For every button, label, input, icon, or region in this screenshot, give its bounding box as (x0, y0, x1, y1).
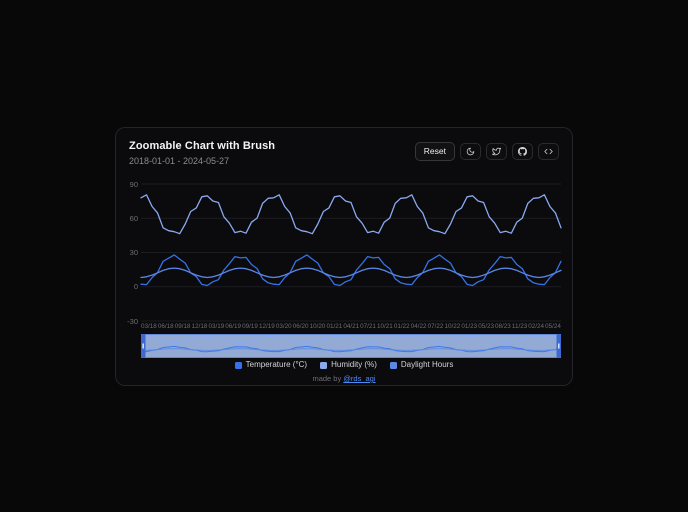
attribution-text: made by (312, 374, 344, 383)
y-axis-tick: 30 (129, 248, 138, 257)
legend-item: Humidity (%) (320, 361, 377, 369)
x-axis-tick: 01/22 (393, 323, 410, 330)
brush[interactable] (140, 334, 562, 358)
x-axis-tick: 09/19 (242, 323, 258, 330)
legend-swatch (389, 361, 397, 369)
reset-button[interactable]: Reset (414, 142, 455, 161)
legend: Temperature (°C) Humidity (%) Daylight Hou… (116, 361, 572, 369)
x-axis-tick: 03/18 (141, 323, 157, 330)
x-axis-tick: 11/23 (511, 323, 528, 330)
chart-title: Zoomable Chart with Brush (129, 140, 276, 152)
x-axis-tick: 02/24 (528, 323, 545, 330)
x-axis-tick: 07/21 (360, 323, 376, 330)
chart-plot-area[interactable] (140, 183, 562, 322)
x-axis-tick: 10/20 (309, 323, 326, 330)
code-icon (544, 147, 553, 156)
x-axis-tick: 05/24 (545, 323, 561, 330)
x-axis-tick: 12/18 (191, 323, 208, 330)
x-axis-tick: 01/23 (461, 323, 478, 330)
x-axis-tick: 06/19 (225, 323, 242, 330)
x-axis-tick: 07/22 (427, 323, 444, 330)
x-axis-tick: 04/22 (410, 323, 427, 330)
x-axis-tick: 10/22 (444, 323, 461, 330)
legend-item: Daylight Hours (389, 361, 453, 369)
chart-date-range: 2018-01-01 - 2024-05-27 (129, 156, 230, 166)
y-axis-tick: 0 (133, 282, 138, 292)
github-button[interactable] (512, 142, 533, 160)
toolbar: Reset (414, 142, 559, 161)
x-axis: 03/18 06/18 09/18 12/18 03/19 06/19 09/19 12/19… (141, 323, 561, 330)
x-axis-tick: 01/21 (326, 323, 343, 330)
twitter-button[interactable] (486, 142, 507, 160)
x-axis-tick: 10/21 (377, 323, 393, 330)
x-axis-tick: 05/23 (478, 323, 494, 330)
y-axis-tick: -30 (127, 316, 138, 326)
x-axis-tick: 08/23 (495, 323, 511, 330)
x-axis-tick: 04/21 (343, 323, 360, 330)
attribution-link[interactable]: @rds_agi (343, 374, 376, 383)
chart-card: Zoomable Chart with Brush 2018-01-01 - 2… (115, 127, 573, 386)
x-axis-tick: 12/19 (259, 323, 275, 330)
x-axis-tick: 03/20 (275, 323, 292, 330)
twitter-icon (492, 147, 501, 156)
card-titles: Zoomable Chart with Brush 2018-01-01 - 2… (129, 140, 275, 166)
card-header: Zoomable Chart with Brush 2018-01-01 - 2… (116, 128, 572, 166)
moon-icon (466, 147, 475, 156)
x-axis-tick: 06/18 (157, 323, 174, 330)
github-icon (518, 146, 527, 156)
attribution: made by @rds_agi (116, 374, 572, 383)
x-axis-tick: 06/20 (292, 323, 309, 330)
theme-toggle-button[interactable] (460, 142, 481, 160)
x-axis-tick: 03/19 (208, 323, 225, 330)
chart-lines (140, 183, 562, 322)
y-axis-tick: 60 (129, 213, 138, 223)
legend-swatch (234, 361, 242, 369)
y-axis-tick: 90 (129, 179, 138, 189)
legend-swatch (320, 361, 328, 369)
brush-preview (140, 334, 562, 358)
y-axis: 90 60 30 0 -30 (118, 179, 140, 324)
x-axis-tick: 09/18 (174, 323, 191, 330)
legend-item: Temperature (°C) (234, 361, 307, 369)
view-code-button[interactable] (538, 142, 559, 160)
